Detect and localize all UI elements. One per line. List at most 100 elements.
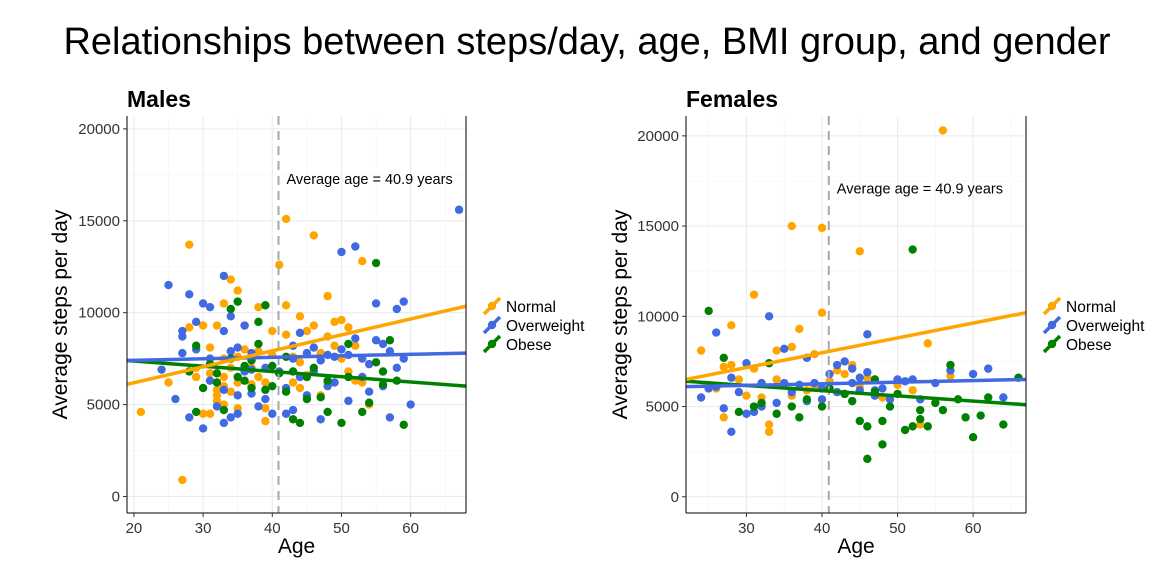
data-point — [863, 330, 872, 339]
data-point — [302, 394, 312, 404]
y-tick-label: 5000 — [646, 399, 679, 416]
data-point — [351, 341, 360, 350]
data-point — [316, 393, 325, 402]
data-point — [323, 291, 332, 301]
data-point — [712, 328, 721, 337]
data-point — [358, 407, 367, 417]
data-point — [247, 383, 256, 393]
data-point — [399, 354, 408, 363]
data-point — [295, 328, 305, 338]
trend-line-normal — [126, 304, 467, 387]
data-point — [178, 348, 187, 358]
data-point — [840, 357, 849, 366]
data-point — [984, 364, 993, 373]
figure-title: Relationships between steps/day, age, BM… — [63, 21, 1110, 63]
legend-label-normal: Normal — [1066, 299, 1116, 316]
data-point — [878, 440, 887, 449]
x-tick-label: 60 — [402, 520, 419, 537]
data-point — [772, 409, 781, 418]
data-point — [848, 364, 857, 373]
data-point — [984, 393, 993, 402]
data-point — [254, 317, 263, 327]
trend-line-overweight — [685, 377, 1027, 389]
data-point — [817, 395, 827, 404]
data-point — [719, 413, 728, 422]
data-point — [191, 341, 201, 350]
data-point — [968, 369, 978, 379]
data-point — [855, 416, 864, 426]
data-point — [281, 214, 291, 224]
data-point — [316, 356, 325, 365]
data-point — [371, 299, 381, 308]
data-point — [226, 387, 235, 396]
data-point — [772, 398, 781, 408]
data-point — [261, 385, 270, 395]
data-point — [261, 301, 270, 310]
data-point — [254, 302, 263, 312]
data-point — [226, 347, 235, 356]
x-tick-label: 40 — [264, 520, 281, 537]
data-point — [302, 326, 312, 336]
data-point — [749, 290, 759, 299]
data-point — [734, 375, 744, 384]
data-point — [855, 373, 864, 382]
data-point — [198, 383, 208, 393]
data-point — [330, 378, 339, 387]
data-point — [696, 346, 706, 355]
data-point — [288, 405, 298, 415]
data-point — [968, 433, 978, 442]
data-point — [261, 394, 270, 404]
x-axis-label: Age — [837, 535, 874, 558]
y-tick-label: 0 — [112, 488, 120, 505]
data-point — [704, 306, 713, 316]
y-tick-label: 0 — [671, 489, 679, 506]
data-point — [212, 321, 222, 330]
data-point — [275, 260, 284, 270]
data-point — [337, 315, 346, 325]
data-point — [749, 402, 759, 411]
panel-title: Males — [127, 86, 191, 112]
data-point — [268, 326, 277, 336]
data-point — [727, 373, 736, 382]
data-point — [233, 286, 242, 295]
x-tick-label: 40 — [814, 520, 831, 537]
data-point — [908, 245, 917, 254]
data-point — [406, 400, 415, 409]
data-point — [344, 396, 353, 406]
data-point — [795, 324, 804, 334]
data-point — [178, 332, 187, 341]
data-point — [309, 343, 318, 352]
data-point — [916, 414, 925, 424]
data-point — [205, 409, 215, 418]
legend-key-point — [1047, 339, 1057, 349]
data-point — [226, 413, 235, 422]
data-point — [240, 376, 249, 385]
data-point — [364, 398, 374, 407]
data-point — [281, 330, 291, 339]
legend-label-overweight: Overweight — [1066, 318, 1145, 335]
y-tick-label: 10000 — [78, 305, 120, 322]
trend-line-normal — [685, 310, 1027, 382]
data-point — [742, 409, 751, 418]
data-point — [772, 375, 781, 384]
data-point — [198, 299, 208, 308]
data-point — [164, 378, 173, 387]
data-point — [295, 418, 305, 428]
data-point — [219, 299, 229, 308]
y-tick-label: 15000 — [78, 213, 120, 230]
data-point — [337, 345, 346, 354]
data-point — [261, 404, 270, 413]
data-point — [961, 413, 970, 422]
data-point — [330, 341, 339, 350]
data-point — [233, 297, 242, 306]
data-point — [371, 336, 381, 345]
data-point — [780, 344, 789, 353]
data-point — [946, 360, 955, 370]
data-point — [908, 422, 917, 431]
data-point — [916, 405, 925, 415]
data-point — [268, 409, 277, 418]
data-point — [261, 378, 270, 387]
data-point — [254, 339, 263, 349]
data-point — [226, 304, 235, 314]
data-point — [734, 387, 744, 397]
